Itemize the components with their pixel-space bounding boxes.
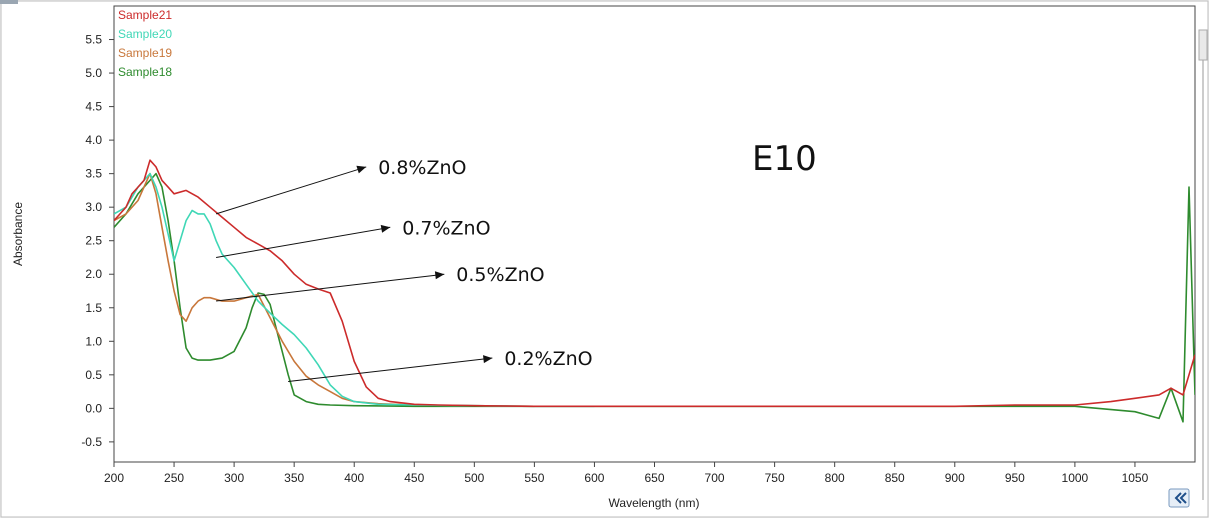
collapse-panel-button[interactable] bbox=[1168, 488, 1190, 508]
plot-area bbox=[113, 5, 1196, 463]
x-tick-label: 400 bbox=[344, 471, 364, 485]
annotation-label: 0.8%ZnO bbox=[378, 157, 466, 179]
x-tick-label: 850 bbox=[885, 471, 905, 485]
side-panel-tab bbox=[1198, 29, 1208, 61]
annotation-arrowhead bbox=[434, 271, 445, 280]
legend-entry: Sample20 bbox=[118, 27, 172, 41]
x-tick-label: 300 bbox=[224, 471, 244, 485]
annotation-arrow-line bbox=[288, 357, 493, 383]
y-tick-label: 1.5 bbox=[85, 301, 102, 315]
x-tick-label: 1000 bbox=[1062, 471, 1089, 485]
annotation-label: 0.5%ZnO bbox=[456, 264, 544, 286]
y-tick-label: 0.0 bbox=[85, 401, 102, 415]
series-line-sample21 bbox=[114, 159, 1195, 408]
x-tick-label: 700 bbox=[705, 471, 725, 485]
x-tick-label: 200 bbox=[104, 471, 124, 485]
legend-entry: Sample18 bbox=[118, 65, 172, 79]
series-layer bbox=[114, 159, 1195, 423]
x-tick-label: 1050 bbox=[1122, 471, 1149, 485]
annotation-arrowhead bbox=[356, 165, 367, 174]
legend: Sample21 Sample20 Sample19 Sample18 bbox=[118, 8, 172, 79]
x-tick-label: 750 bbox=[765, 471, 785, 485]
annotation-layer: 0.8%ZnO 0.7%ZnO 0.5%ZnO 0.2%ZnO bbox=[215, 157, 593, 383]
y-tick-label: 3.0 bbox=[85, 200, 102, 214]
annotation-arrow-line bbox=[216, 226, 391, 258]
y-tick-label: 4.5 bbox=[85, 100, 102, 114]
y-tick-label: 1.0 bbox=[85, 334, 102, 348]
y-tick-label: 5.0 bbox=[85, 66, 102, 80]
x-tick-label: 350 bbox=[284, 471, 304, 485]
x-tick-label: 500 bbox=[464, 471, 484, 485]
x-tick-label: 550 bbox=[524, 471, 544, 485]
chart-title: E10 bbox=[752, 139, 817, 179]
y-tick-label: 5.5 bbox=[85, 33, 102, 47]
x-tick-label: 600 bbox=[584, 471, 604, 485]
legend-entry: Sample19 bbox=[118, 46, 172, 60]
y-tick-label: 2.5 bbox=[85, 234, 102, 248]
y-axis-title: Absorbance bbox=[11, 202, 25, 266]
series-line-sample20 bbox=[114, 172, 595, 408]
y-axis: -0.5 0.0 0.5 1.0 1.5 2.0 2.5 3.0 3.5 4.0 4.5 5.0 5.5 bbox=[81, 33, 114, 449]
legend-entry: Sample21 bbox=[118, 8, 172, 22]
y-tick-label: -0.5 bbox=[81, 435, 102, 449]
annotation-arrow-line bbox=[215, 166, 367, 215]
x-tick-label: 900 bbox=[945, 471, 965, 485]
x-axis: 200 250 300 350 400 450 500 550 600 650 700 750 800 8… bbox=[104, 462, 1149, 485]
annotation-arrow-line bbox=[216, 273, 445, 302]
annotation-label: 0.7%ZnO bbox=[402, 217, 490, 239]
x-tick-label: 650 bbox=[644, 471, 664, 485]
annotation-arrowhead bbox=[380, 224, 391, 233]
y-tick-label: 2.0 bbox=[85, 267, 102, 281]
y-tick-label: 3.5 bbox=[85, 167, 102, 181]
corner-tab bbox=[0, 0, 18, 4]
y-tick-label: 4.0 bbox=[85, 133, 102, 147]
x-tick-label: 950 bbox=[1005, 471, 1025, 485]
series-line-sample19 bbox=[114, 172, 535, 408]
x-tick-label: 800 bbox=[825, 471, 845, 485]
annotation-arrowhead bbox=[483, 355, 493, 364]
x-tick-label: 250 bbox=[164, 471, 184, 485]
y-tick-label: 0.5 bbox=[85, 368, 102, 382]
x-axis-title: Wavelength (nm) bbox=[609, 496, 700, 510]
double-chevron-left-icon bbox=[1174, 492, 1187, 504]
annotation-label: 0.2%ZnO bbox=[504, 348, 592, 370]
x-tick-label: 450 bbox=[404, 471, 424, 485]
